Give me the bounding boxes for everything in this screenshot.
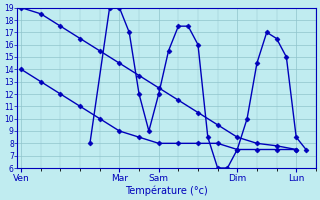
X-axis label: Température (°c): Température (°c) bbox=[125, 185, 208, 196]
